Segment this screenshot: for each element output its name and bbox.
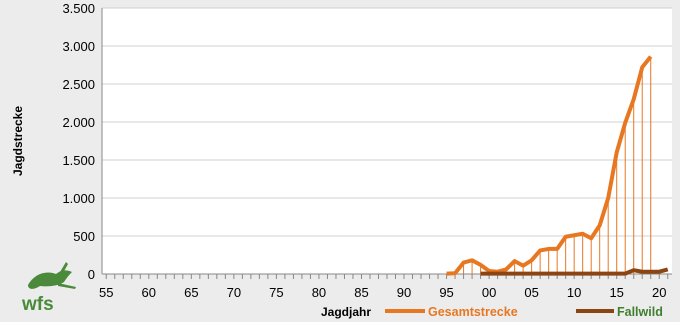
x-tick-label: 20 — [652, 285, 666, 300]
legend-label-gesamtstrecke: Gesamtstrecke — [428, 305, 518, 319]
x-tick-label: 75 — [269, 285, 283, 300]
x-tick-label: 90 — [397, 285, 411, 300]
x-tick-label: 05 — [524, 285, 538, 300]
series-line-gesamtstrecke — [446, 55, 653, 276]
wfs-logo: wfs — [21, 262, 76, 315]
y-tick-label: 2.500 — [62, 77, 95, 92]
logo-text: wfs — [21, 294, 54, 315]
y-tick-label: 1.500 — [62, 153, 95, 168]
x-tick-label: 95 — [439, 285, 453, 300]
legend: Gesamtstrecke Fallwild — [385, 305, 663, 319]
x-tick-label: 60 — [142, 285, 156, 300]
x-tick-label: 55 — [99, 285, 113, 300]
y-tick-label: 0 — [88, 267, 95, 282]
x-axis-title: Jagdjahr — [321, 305, 371, 319]
x-tick-label: 70 — [227, 285, 241, 300]
series-line-fallwild — [480, 267, 669, 276]
y-axis-title: Jagdstrecke — [11, 106, 25, 176]
x-tick-label: 65 — [184, 285, 198, 300]
y-tick-label: 3.500 — [62, 1, 95, 16]
x-tick-label: 00 — [482, 285, 496, 300]
plot-area — [102, 8, 672, 274]
x-tick-label: 10 — [567, 285, 581, 300]
hare-icon — [28, 270, 72, 289]
x-tick-label: 80 — [312, 285, 326, 300]
x-tick-label: 85 — [354, 285, 368, 300]
x-ticks: 55 60 65 70 75 80 85 90 95 00 05 10 15 20 — [99, 274, 669, 300]
y-tick-label: 1.000 — [62, 191, 95, 206]
y-ticks: 0 500 1.000 1.500 2.000 2.500 3.000 3.500 — [62, 1, 95, 282]
y-tick-label: 500 — [73, 229, 95, 244]
gridlines — [101, 7, 672, 275]
series-lines — [446, 55, 669, 276]
y-tick-label: 3.000 — [62, 39, 95, 54]
y-tick-label: 2.000 — [62, 115, 95, 130]
legend-label-fallwild: Fallwild — [617, 305, 663, 319]
x-tick-label: 15 — [609, 285, 623, 300]
